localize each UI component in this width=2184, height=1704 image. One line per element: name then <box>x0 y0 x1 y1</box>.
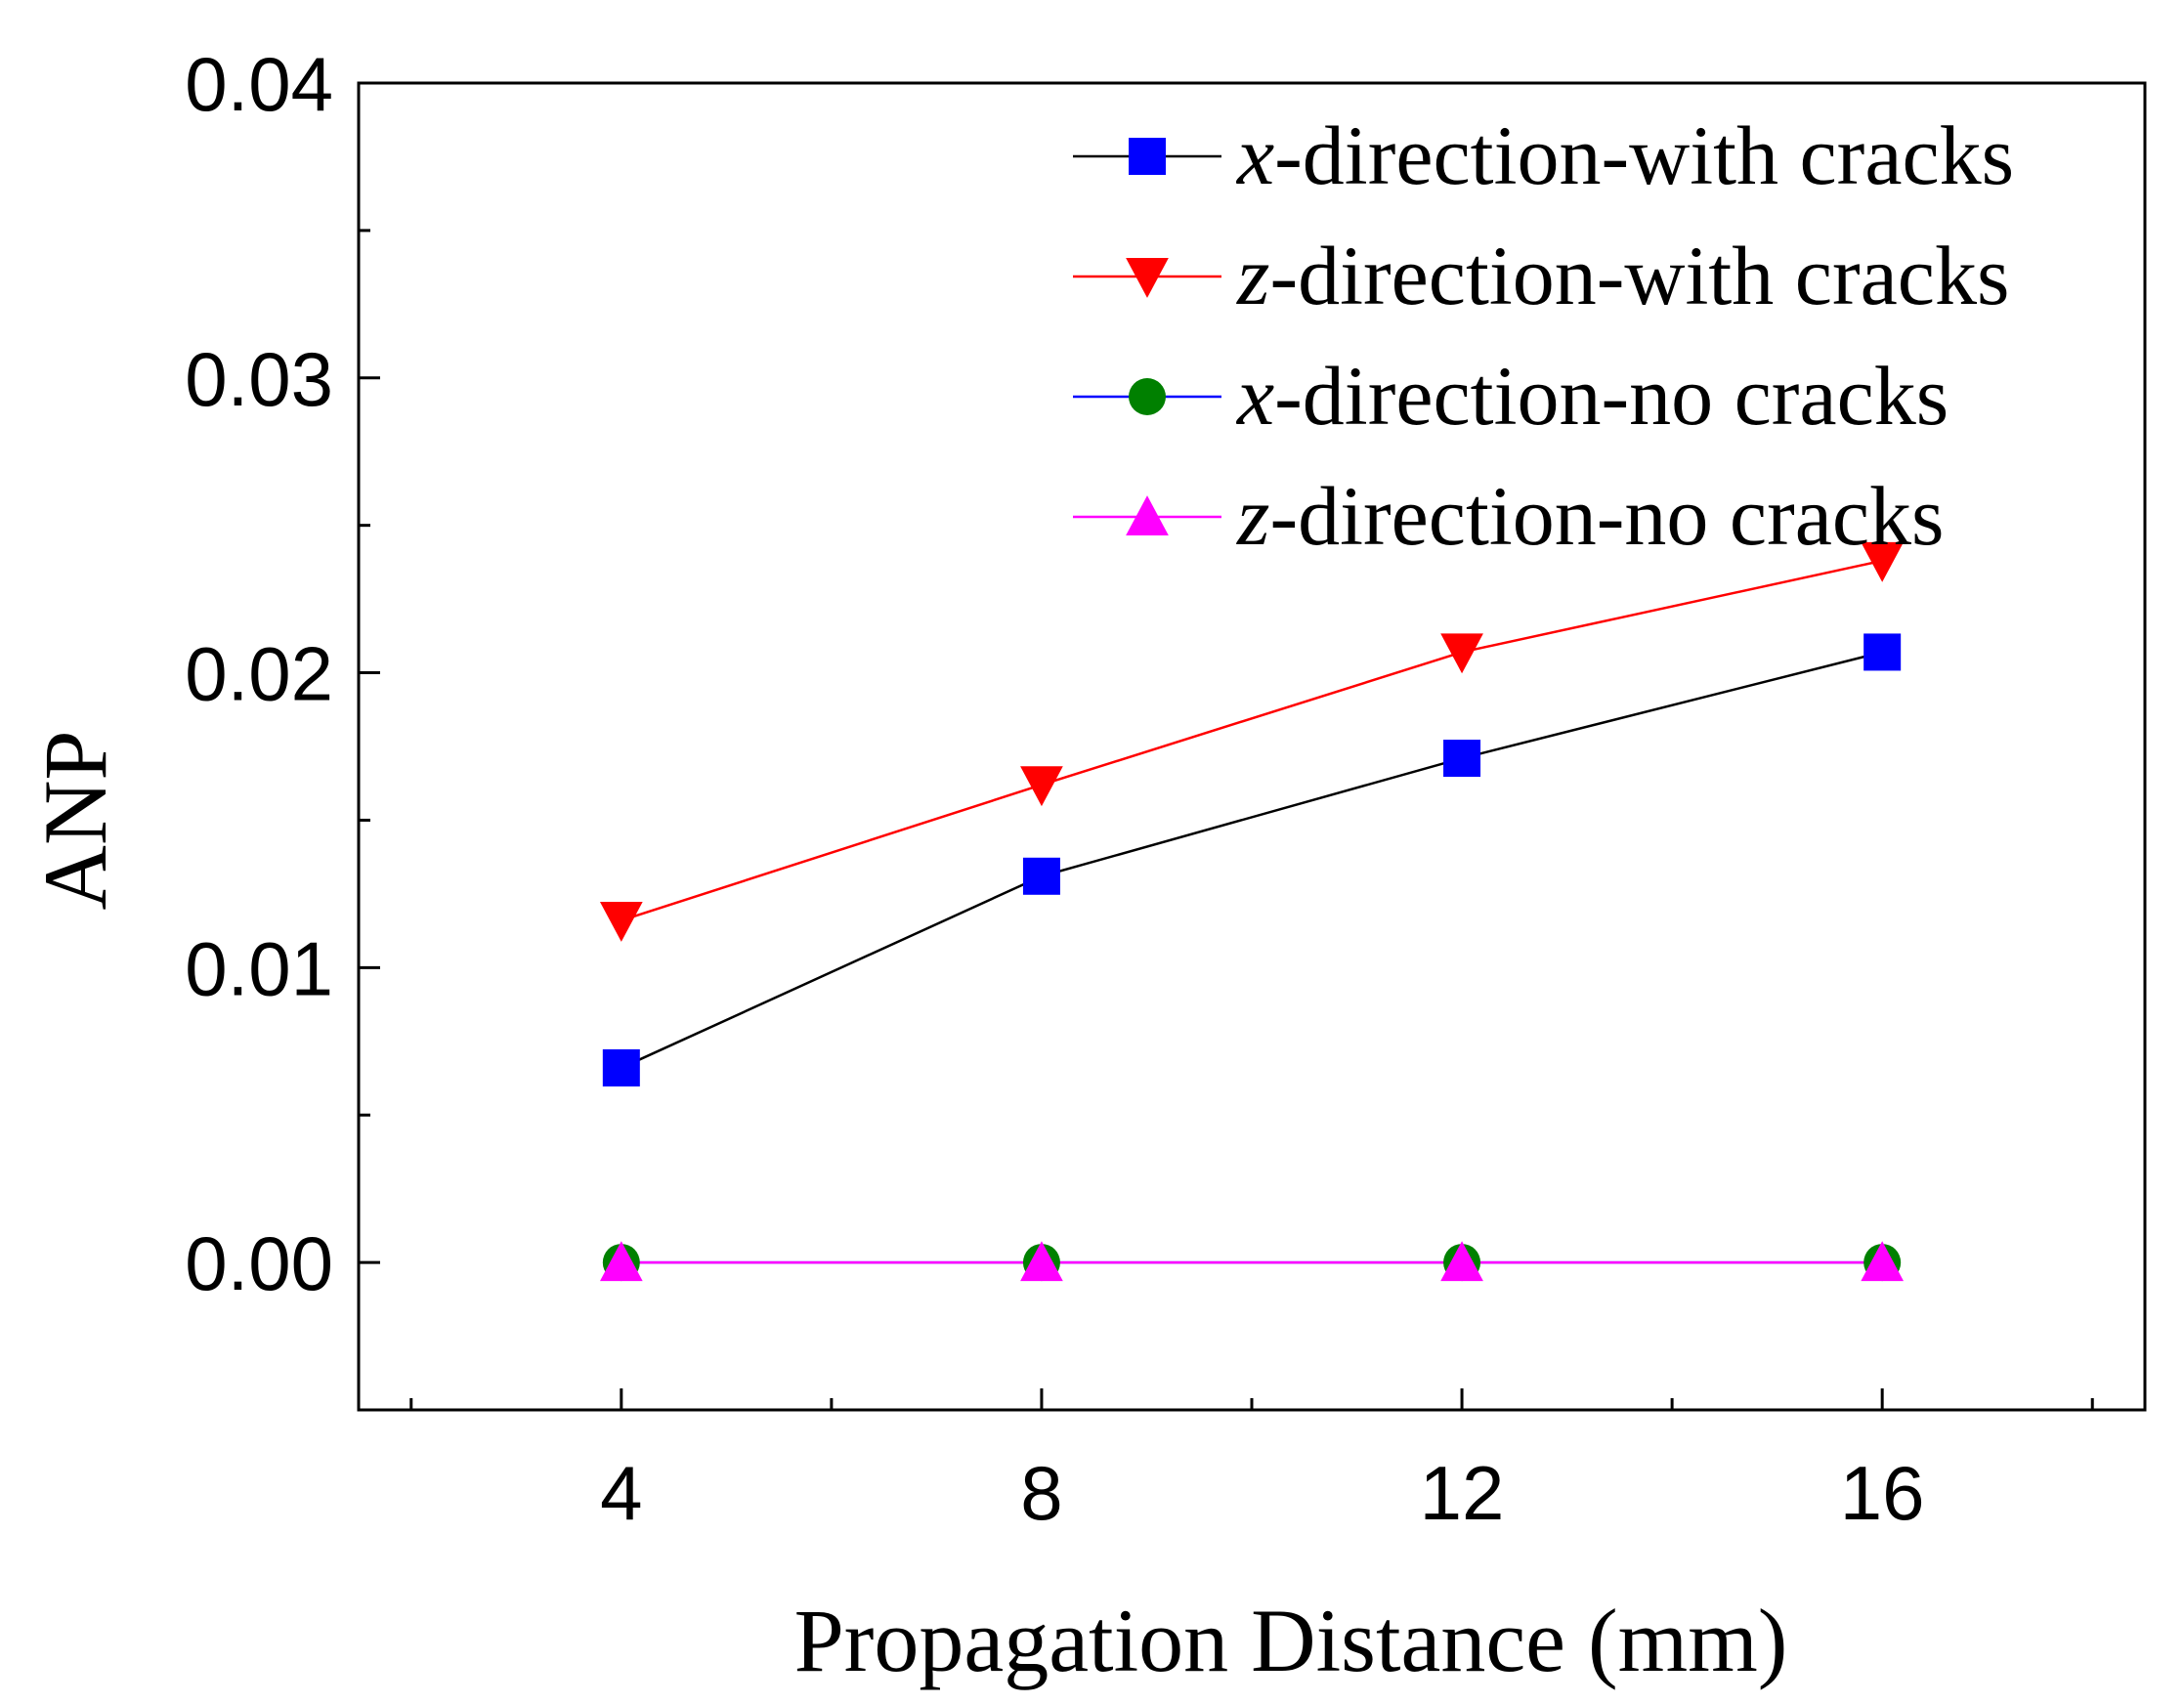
y-tick-label: 0.02 <box>185 631 333 717</box>
data-point <box>599 1241 643 1282</box>
plot-area-frame <box>357 81 2147 1412</box>
series-line <box>621 559 1883 922</box>
y-tick-label: 0.04 <box>185 41 333 127</box>
y-tick-label: 0.01 <box>185 925 333 1011</box>
legend-label-variable: x <box>1235 108 1274 202</box>
data-point <box>1022 857 1060 895</box>
data-point <box>1020 766 1063 807</box>
legend-label-variable: z <box>1236 469 1269 563</box>
x-axis-title: Propagation Distance (mm) <box>794 1591 1788 1690</box>
y-tick-label: 0.00 <box>185 1220 333 1306</box>
legend-marker <box>1129 138 1166 175</box>
series-lines <box>621 559 1883 1264</box>
data-point <box>602 1048 640 1086</box>
data-point <box>1020 1241 1063 1282</box>
data-point <box>1861 1241 1905 1282</box>
data-point <box>1861 541 1905 582</box>
axis-ticks: 0.00 0.01 0.02 0.03 0.04 4 8 12 16 <box>185 41 2094 1536</box>
x-tick-label: 12 <box>1420 1450 1505 1536</box>
data-point <box>1863 633 1902 671</box>
data-point <box>1443 740 1481 778</box>
y-axis-title: ANP <box>25 730 125 910</box>
legend-label-text: -direction-no cracks <box>1269 469 1944 563</box>
legend-label: x-direction-no cracks <box>1235 349 1948 443</box>
series-markers <box>599 541 1905 1282</box>
legend-label: z-direction-with cracks <box>1236 229 2009 322</box>
legend-label-variable: z <box>1236 229 1269 322</box>
legend-label-text: -direction-with cracks <box>1269 229 2009 322</box>
x-tick-label: 16 <box>1840 1450 1925 1536</box>
series-line <box>621 651 1883 1070</box>
data-point <box>599 902 643 942</box>
legend-label-text: -direction-no cracks <box>1274 349 1948 443</box>
legend-label: z-direction-no cracks <box>1236 469 1945 563</box>
legend-marker <box>1126 258 1169 298</box>
legend-marker <box>1129 378 1166 415</box>
data-point <box>1440 1241 1483 1282</box>
y-tick-label: 0.03 <box>185 336 333 422</box>
legend: x-direction-with cracksz-direction-with … <box>1073 108 2014 563</box>
legend-label-text: -direction-with cracks <box>1274 108 2014 202</box>
data-point <box>1440 633 1483 674</box>
x-tick-label: 4 <box>600 1450 642 1536</box>
x-tick-label: 8 <box>1020 1450 1062 1536</box>
legend-marker <box>1126 495 1169 535</box>
legend-label: x-direction-with cracks <box>1235 108 2014 202</box>
legend-label-variable: x <box>1235 349 1274 443</box>
